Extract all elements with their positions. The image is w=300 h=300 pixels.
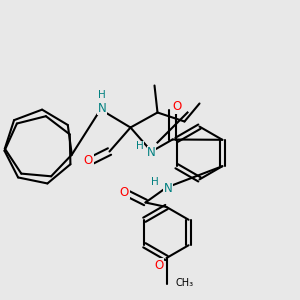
Text: N: N: [98, 101, 106, 115]
Text: O: O: [172, 100, 182, 113]
Text: CH₃: CH₃: [176, 278, 194, 289]
Text: N: N: [164, 182, 172, 196]
Text: H: H: [151, 177, 159, 187]
Text: O: O: [154, 259, 164, 272]
Text: O: O: [84, 154, 93, 167]
Text: N: N: [147, 146, 156, 160]
Text: H: H: [98, 90, 106, 100]
Text: H: H: [136, 141, 144, 151]
Text: O: O: [120, 185, 129, 199]
